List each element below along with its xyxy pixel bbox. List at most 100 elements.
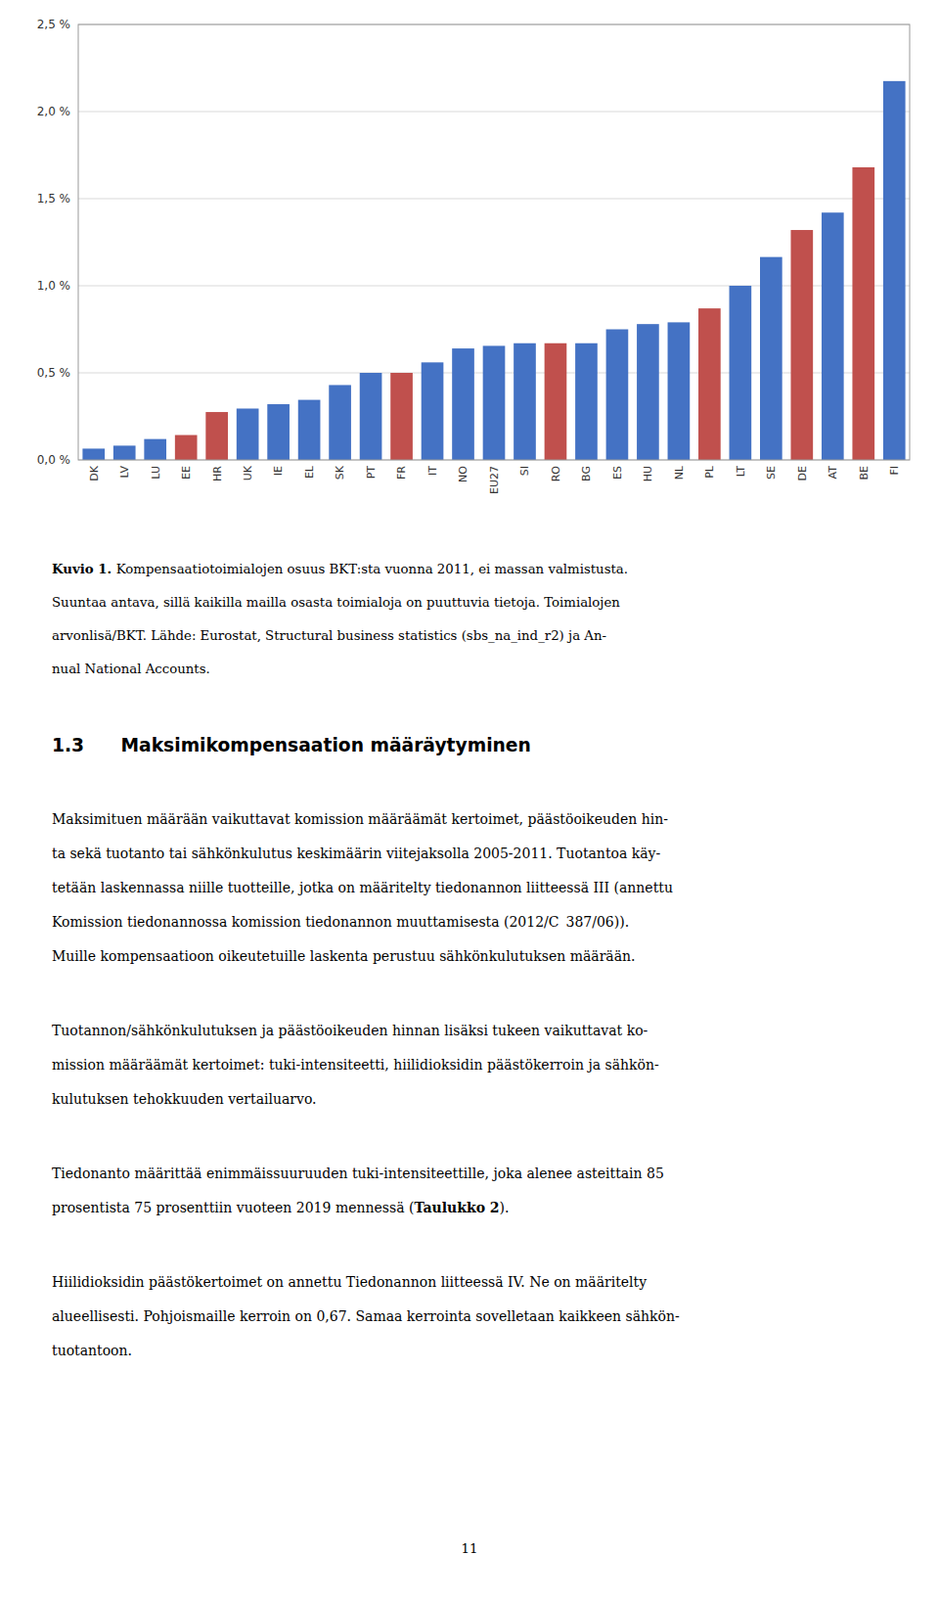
caption-line: Kuvio 1.Kompensaatiotoimialojen osuus BK… bbox=[51, 552, 920, 586]
x-tick-label: RO bbox=[549, 465, 563, 483]
y-tick-label: 2,5 % bbox=[37, 17, 71, 32]
bar bbox=[729, 285, 753, 460]
bar bbox=[575, 343, 598, 460]
bold-text: Taulukko 2 bbox=[413, 1199, 499, 1215]
bar bbox=[513, 343, 537, 460]
x-tick-label: NL bbox=[672, 464, 686, 480]
caption-line: nual National Accounts. bbox=[51, 652, 920, 686]
y-grid bbox=[78, 24, 910, 460]
page-number: 11 bbox=[0, 1540, 939, 1556]
x-tick-label: FI bbox=[888, 465, 901, 476]
caption-line: Suuntaa antava, sillä kaikilla mailla os… bbox=[51, 585, 920, 620]
x-tick-label: AT bbox=[826, 465, 840, 480]
text-segment: ). bbox=[499, 1199, 510, 1215]
bar bbox=[113, 445, 136, 460]
x-tick-label: SK bbox=[333, 464, 347, 480]
bars bbox=[82, 81, 905, 460]
text-segment: prosentista 75 prosenttiin vuoteen 2019 … bbox=[51, 1199, 414, 1215]
bar bbox=[298, 400, 321, 460]
x-tick-label: BG bbox=[580, 465, 593, 482]
y-tick-label: 0,0 % bbox=[37, 452, 71, 467]
x-tick-label: DE bbox=[796, 465, 809, 481]
bar bbox=[698, 308, 721, 460]
x-tick-label: SI bbox=[518, 465, 532, 476]
section-heading: 1.3 Maksimikompensaation määräytyminen bbox=[51, 734, 920, 756]
paragraph: Maksimituen määrään vaikuttavat komissio… bbox=[51, 802, 920, 974]
paragraph-line: tetään laskennassa niille tuotteille, jo… bbox=[51, 870, 920, 905]
x-tick-label: LV bbox=[118, 465, 132, 479]
bar bbox=[267, 403, 290, 460]
bar bbox=[483, 345, 506, 460]
x-tick-label: ES bbox=[611, 465, 625, 480]
paragraph-line: prosentista 75 prosenttiin vuoteen 2019 … bbox=[51, 1190, 920, 1225]
x-tick-label: LU bbox=[149, 465, 163, 480]
bar bbox=[421, 361, 445, 460]
bar bbox=[328, 384, 352, 460]
x-tick-label: BE bbox=[857, 465, 871, 481]
plot-frame bbox=[78, 24, 910, 460]
paragraph-line: kulutuksen tehokkuuden vertailuarvo. bbox=[51, 1081, 920, 1117]
bar bbox=[205, 411, 228, 460]
caption-line: arvonlisä/BKT. Lähde: Eurostat, Structur… bbox=[51, 619, 920, 653]
grid-line bbox=[78, 285, 910, 287]
paragraph-line: Hiilidioksidin päästökertoimet on annett… bbox=[51, 1264, 920, 1299]
x-tick-label: LT bbox=[734, 465, 748, 478]
x-tick-label: EL bbox=[303, 464, 316, 479]
bar bbox=[143, 439, 167, 460]
y-tick-label: 0,5 % bbox=[37, 365, 71, 380]
paragraph-line: Maksimituen määrään vaikuttavat komissio… bbox=[51, 802, 920, 837]
bar bbox=[760, 257, 783, 460]
caption-text: Kompensaatiotoimialojen osuus BKT:sta vu… bbox=[116, 561, 628, 577]
x-tick-label: IT bbox=[426, 465, 440, 476]
caption: Kuvio 1.Kompensaatiotoimialojen osuus BK… bbox=[51, 552, 920, 686]
page-text: Kuvio 1.Kompensaatiotoimialojen osuus BK… bbox=[0, 552, 939, 1368]
paragraph-line: Muille kompensaatioon oikeutetuille lask… bbox=[51, 939, 920, 974]
bar bbox=[175, 435, 198, 460]
paragraph-line: mission määräämät kertoimet: tuki-intens… bbox=[51, 1047, 920, 1082]
bar bbox=[451, 348, 475, 460]
bar bbox=[821, 212, 845, 460]
bar bbox=[390, 372, 413, 460]
paragraph-line: tuotantoon. bbox=[51, 1333, 920, 1368]
bar bbox=[236, 407, 260, 460]
x-tick-label: PL bbox=[703, 464, 716, 479]
paragraph-line: alueellisesti. Pohjoismaille kerroin on … bbox=[51, 1298, 920, 1334]
x-tick-label: PT bbox=[364, 465, 378, 480]
grid-line bbox=[78, 111, 910, 113]
bar bbox=[790, 229, 813, 460]
bar bbox=[359, 372, 383, 460]
x-tick-label: EE bbox=[179, 465, 193, 480]
bar bbox=[82, 447, 105, 460]
x-tick-label: NO bbox=[456, 465, 470, 483]
x-tick-label: DK bbox=[88, 464, 101, 481]
caption-text: arvonlisä/BKT. Lähde: Eurostat, Structur… bbox=[51, 627, 607, 643]
x-tick-label: FR bbox=[395, 465, 408, 480]
paragraph: Tuotannon/sähkönkulutuksen ja päästöoike… bbox=[51, 1013, 920, 1117]
y-tick-label: 1,5 % bbox=[37, 191, 71, 206]
bar bbox=[668, 321, 691, 460]
paragraph: Tiedonanto määrittää enimmäissuuruuden t… bbox=[51, 1156, 920, 1225]
bar bbox=[636, 323, 660, 460]
bar-chart: 0,0 %0,5 %1,0 %1,5 %2,0 %2,5 %DKLVLUEEHR… bbox=[0, 0, 939, 553]
caption-text: nual National Accounts. bbox=[51, 661, 211, 676]
x-tick-label: UK bbox=[241, 464, 255, 481]
grid-line bbox=[78, 198, 910, 200]
paragraph-line: Tuotannon/sähkönkulutuksen ja päästöoike… bbox=[51, 1013, 920, 1048]
bar bbox=[851, 167, 875, 460]
x-tick-label: EU27 bbox=[488, 465, 501, 494]
x-tick-label: HR bbox=[211, 465, 224, 482]
x-tick-label: IE bbox=[271, 465, 285, 476]
paragraph-line: ta sekä tuotanto tai sähkönkulutus keski… bbox=[51, 836, 920, 871]
plot-area bbox=[78, 24, 910, 460]
paragraph-line: Komission tiedonannossa komission tiedon… bbox=[51, 904, 920, 939]
paragraph: Hiilidioksidin päästökertoimet on annett… bbox=[51, 1264, 920, 1368]
x-tick-label: SE bbox=[764, 465, 778, 480]
x-tick-label: HU bbox=[641, 465, 655, 482]
bar bbox=[883, 81, 906, 460]
caption-label: Kuvio 1. bbox=[51, 561, 112, 577]
bar bbox=[606, 329, 629, 461]
paragraph-line: Tiedonanto määrittää enimmäissuuruuden t… bbox=[51, 1156, 920, 1191]
bar bbox=[544, 343, 568, 460]
y-tick-label: 2,0 % bbox=[37, 104, 71, 119]
caption-text: Suuntaa antava, sillä kaikilla mailla os… bbox=[51, 594, 621, 610]
